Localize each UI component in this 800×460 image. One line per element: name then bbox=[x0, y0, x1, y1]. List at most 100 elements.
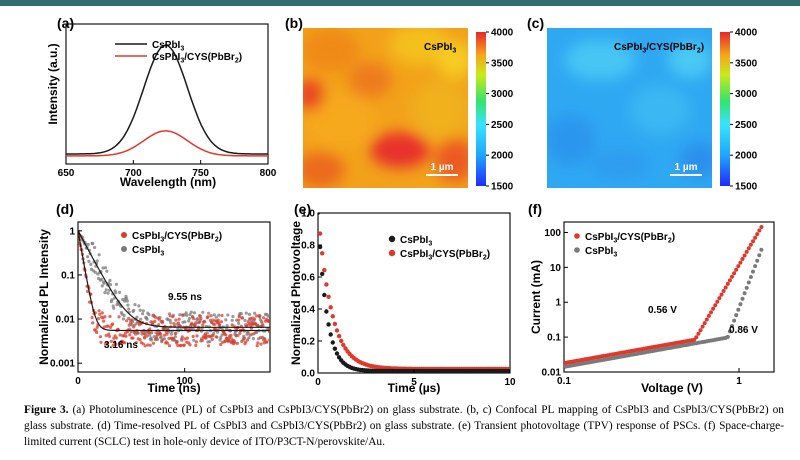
a-xtick-label: 700 bbox=[125, 168, 142, 179]
trpl-point bbox=[169, 321, 173, 325]
legend-f-marker-cys bbox=[574, 233, 580, 239]
trpl-point bbox=[230, 318, 234, 322]
colorbar-b bbox=[476, 32, 486, 186]
trpl-point bbox=[106, 324, 110, 328]
tpv-point bbox=[332, 346, 338, 351]
trpl-point bbox=[159, 332, 163, 336]
trpl-point bbox=[109, 325, 113, 329]
colorbar-tick-label: 1500 bbox=[735, 182, 758, 193]
tpv-point bbox=[322, 267, 327, 273]
trpl-point bbox=[112, 336, 116, 340]
trpl-point bbox=[248, 333, 252, 337]
sclc-point bbox=[751, 239, 755, 244]
trpl-point bbox=[157, 317, 161, 321]
trpl-point bbox=[138, 308, 142, 312]
trpl-point bbox=[253, 311, 257, 315]
trpl-point bbox=[187, 319, 191, 323]
trpl-point bbox=[91, 321, 95, 325]
trpl-point bbox=[194, 343, 198, 347]
trpl-fit-line bbox=[78, 230, 270, 328]
sclc-point bbox=[732, 318, 737, 323]
trpl-point bbox=[173, 332, 177, 336]
trpl-point bbox=[109, 283, 113, 287]
colorbar-tick-label: 2000 bbox=[735, 151, 758, 162]
trpl-point bbox=[193, 322, 197, 326]
trpl-point bbox=[104, 288, 108, 292]
sclc-point bbox=[725, 334, 730, 339]
legend-marker-cys bbox=[121, 232, 127, 238]
sclc-point bbox=[740, 296, 745, 301]
trpl-point bbox=[216, 318, 220, 322]
tpv-point bbox=[324, 282, 329, 287]
panel-a-ylabel: Intensity (a.u.) bbox=[46, 43, 60, 124]
colorbar-tick-label: 2000 bbox=[491, 151, 514, 162]
trpl-point bbox=[254, 322, 258, 326]
trpl-point bbox=[253, 317, 257, 321]
trpl-point bbox=[122, 313, 126, 318]
trpl-point bbox=[93, 270, 97, 274]
trpl-point bbox=[174, 318, 178, 322]
trpl-point bbox=[148, 333, 152, 337]
trpl-point bbox=[153, 319, 157, 323]
trpl-point bbox=[145, 317, 149, 321]
trpl-point bbox=[171, 315, 175, 319]
trpl-point bbox=[180, 335, 184, 339]
trpl-point bbox=[103, 315, 107, 319]
sclc-point bbox=[698, 328, 703, 333]
f-ytick-label: 100 bbox=[544, 228, 561, 239]
panel-d-points bbox=[78, 229, 270, 348]
trpl-point bbox=[87, 259, 91, 263]
legend-f-cys: CsPbI3/CYS(PbBr2) bbox=[585, 232, 675, 245]
tpv-point bbox=[505, 368, 510, 373]
trpl-point bbox=[262, 316, 266, 320]
trpl-point bbox=[95, 330, 99, 335]
trpl-point bbox=[192, 338, 196, 342]
panel-b: (b) 1 µm CsPbI3 4000 3500 3000 2500 2000 1500 bbox=[285, 15, 514, 193]
panel-b-label: (b) bbox=[285, 15, 303, 31]
trpl-point bbox=[91, 242, 95, 246]
tpv-point bbox=[328, 332, 333, 337]
sclc-point bbox=[723, 285, 728, 290]
trpl-point bbox=[192, 317, 196, 321]
legend-e-marker-cspbi3 bbox=[388, 235, 396, 243]
trpl-point bbox=[175, 340, 179, 344]
trpl-point bbox=[255, 344, 259, 348]
trpl-point bbox=[195, 334, 199, 338]
trpl-point bbox=[265, 340, 269, 344]
trpl-point bbox=[208, 334, 212, 338]
f-ytick-label: 10 bbox=[550, 263, 562, 274]
annotation-0-56-v: 0.56 V bbox=[648, 305, 677, 316]
trpl-point bbox=[208, 340, 212, 344]
sclc-point bbox=[717, 296, 722, 301]
trpl-point bbox=[185, 313, 189, 317]
trpl-point bbox=[167, 336, 171, 341]
panel-e-points bbox=[318, 213, 510, 373]
trpl-point bbox=[139, 317, 143, 321]
d-xtick-label: 0 bbox=[75, 376, 81, 387]
sclc-point bbox=[738, 302, 743, 307]
d-ytick-label: 0.1 bbox=[61, 270, 75, 281]
trpl-point bbox=[100, 277, 104, 281]
panel-f-label: (f) bbox=[528, 201, 542, 217]
panel-a-x-ticks: 650 700 750 800 bbox=[58, 160, 277, 179]
trpl-point bbox=[111, 343, 115, 347]
spectrum-line-0 bbox=[66, 44, 268, 155]
figure-caption: Figure 3. (a) Photoluminescence (PL) of … bbox=[24, 402, 784, 458]
f-ytick-label: 0.1 bbox=[547, 333, 561, 344]
trpl-point bbox=[111, 322, 115, 326]
f-xtick-label: 1 bbox=[736, 376, 742, 387]
panel-e-legend: CsPbI3 CsPbI3/CYS(PbBr2) bbox=[388, 235, 490, 262]
trpl-point bbox=[100, 284, 104, 288]
trpl-point bbox=[105, 341, 109, 345]
trpl-point bbox=[108, 314, 112, 319]
colorbar-tick-label: 3000 bbox=[735, 89, 758, 100]
trpl-point bbox=[137, 304, 141, 308]
sclc-point bbox=[730, 274, 734, 279]
panel-d-ylabel: Normalized PL Intensity bbox=[37, 229, 51, 365]
trpl-point bbox=[131, 336, 135, 340]
trpl-point bbox=[251, 337, 255, 341]
trpl-point bbox=[126, 303, 130, 307]
trpl-point bbox=[105, 269, 109, 273]
sclc-point bbox=[753, 235, 758, 240]
